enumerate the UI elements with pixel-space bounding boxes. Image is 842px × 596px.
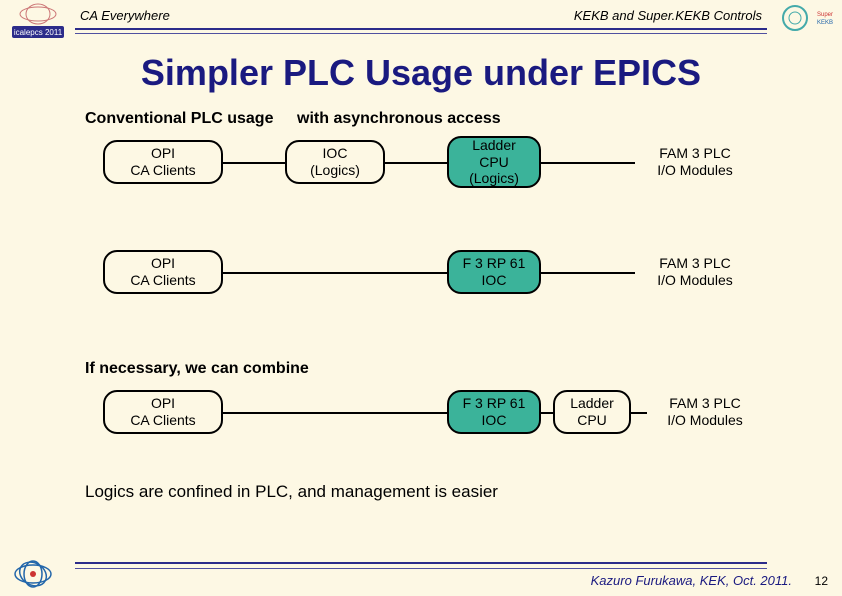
connector-line (541, 272, 635, 274)
footer-swirl-logo (12, 558, 54, 590)
label-conventional: Conventional PLC usage (85, 110, 273, 128)
diagram-box-f3rp61: F 3 RP 61IOC (447, 250, 541, 294)
diagram-box-opi: OPICA Clients (103, 140, 223, 184)
diagram-box-fam3: FAM 3 PLCI/O Modules (635, 140, 755, 184)
connector-line (223, 272, 447, 274)
diagram-box-fam3: FAM 3 PLCI/O Modules (635, 250, 755, 294)
diagram-row-2: OPICA Clients F 3 RP 61IOC FAM 3 PLCI/O Mo… (85, 250, 782, 305)
diagram-box-opi: OPICA Clients (103, 390, 223, 434)
label-async: with asynchronous access (297, 110, 501, 128)
diagram-box-ladder_cpu: LadderCPU (553, 390, 631, 434)
diagram-box-ladder_cpu_logics: LadderCPU(Logics) (447, 136, 541, 188)
slide: icalepcs 2011 SuperKEKB CA Everywhere KE… (0, 0, 842, 596)
header-right: KEKB and Super.KEKB Controls (574, 8, 762, 23)
diagram-box-fam3: FAM 3 PLCI/O Modules (645, 390, 765, 434)
divider-top-thick (75, 28, 767, 30)
divider-bottom-thin (75, 568, 767, 569)
connector-line (541, 162, 635, 164)
diagram-box-f3rp61: F 3 RP 61IOC (447, 390, 541, 434)
connector-line (223, 162, 285, 164)
divider-bottom-thick (75, 562, 767, 564)
diagram-row-3: OPICA Clients F 3 RP 61IOC LadderCPU FAM 3 … (85, 390, 782, 445)
connector-line (223, 412, 447, 414)
diagram-row-1: OPICA ClientsIOC(Logics)LadderCPU(Logics… (85, 140, 782, 195)
diagram-box-opi: OPICA Clients (103, 250, 223, 294)
label-conclusion: Logics are confined in PLC, and manageme… (85, 482, 498, 502)
diagram-box-ioc: IOC(Logics) (285, 140, 385, 184)
connector-line (385, 162, 447, 164)
content-area: Conventional PLC usage with asynchronous… (85, 110, 782, 546)
header-left: CA Everywhere (80, 8, 574, 23)
page-number: 12 (815, 574, 828, 588)
slide-title: Simpler PLC Usage under EPICS (0, 52, 842, 94)
label-combine: If necessary, we can combine (85, 360, 309, 378)
footer-credit: Kazuro Furukawa, KEK, Oct. 2011. (591, 573, 792, 588)
divider-top-thin (75, 33, 767, 34)
header-bar: CA Everywhere KEKB and Super.KEKB Contro… (0, 0, 842, 30)
